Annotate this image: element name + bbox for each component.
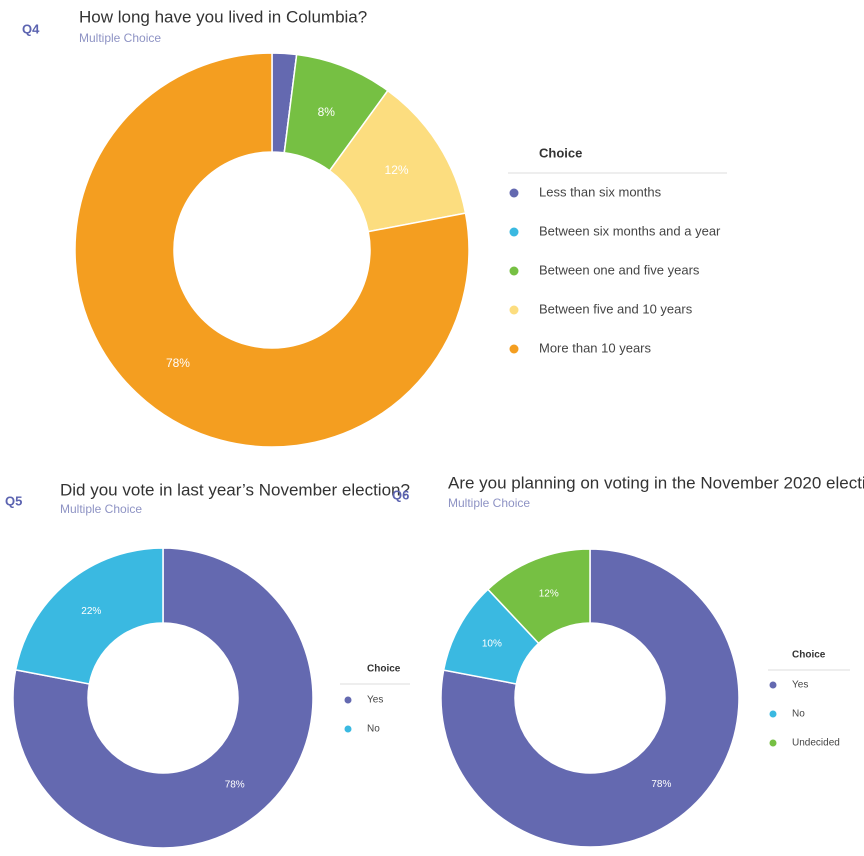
data-label: 78%	[166, 356, 190, 370]
donut-slice	[12, 547, 314, 849]
legend-label: Less than six months	[539, 184, 662, 199]
donut-slice	[14, 547, 164, 685]
donut-slice	[486, 548, 591, 645]
legend-label: Between six months and a year	[539, 223, 721, 238]
data-label: 12%	[385, 163, 409, 177]
legend-dot	[769, 710, 777, 718]
legend-dot	[344, 696, 352, 704]
legend-dot	[509, 305, 519, 315]
question-number: Q5	[5, 493, 22, 508]
data-label: 78%	[651, 779, 671, 790]
legend-label: More than 10 years	[539, 340, 652, 355]
legend-label: Yes	[792, 680, 808, 691]
data-label: 8%	[318, 105, 336, 119]
donut-slice	[74, 52, 470, 448]
chart-subtitle: Multiple Choice	[79, 31, 161, 45]
legend-label: Undecided	[792, 738, 840, 749]
question-number: Q4	[22, 21, 40, 36]
data-label: 78%	[225, 779, 245, 790]
chart-title: Did you vote in last year’s November ele…	[60, 480, 410, 499]
data-label: 22%	[81, 606, 101, 617]
legend-dot	[769, 681, 777, 689]
legend-dot	[344, 725, 352, 733]
legend-label: Between one and five years	[539, 262, 700, 277]
legend-label: Yes	[367, 695, 383, 706]
chart-subtitle: Multiple Choice	[448, 496, 530, 510]
legend-title: Choice	[367, 664, 401, 675]
chart-subtitle: Multiple Choice	[60, 502, 142, 516]
legend-title: Choice	[792, 650, 826, 661]
legend-label: Between five and 10 years	[539, 301, 693, 316]
chart-title: Are you planning on voting in the Novemb…	[448, 473, 864, 492]
legend-dot	[509, 188, 519, 198]
legend-label: No	[367, 724, 380, 735]
data-label: 10%	[482, 639, 502, 650]
donut-slice	[440, 548, 740, 848]
legend-dot	[509, 344, 519, 354]
question-number: Q6	[392, 487, 409, 502]
legend-dot	[509, 266, 519, 276]
legend-label: No	[792, 709, 805, 720]
data-label: 12%	[539, 589, 559, 600]
chart-title: How long have you lived in Columbia?	[79, 7, 367, 26]
legend-dot	[509, 227, 519, 237]
legend-title: Choice	[539, 145, 582, 160]
legend-dot	[769, 739, 777, 747]
